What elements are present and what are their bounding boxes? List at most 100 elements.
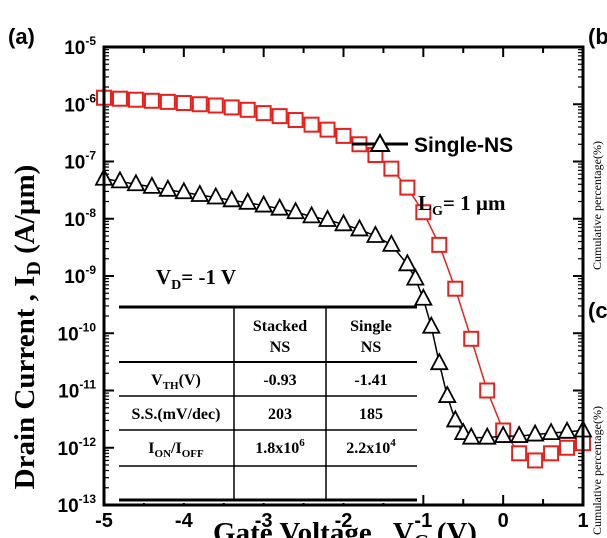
data-point-triangle xyxy=(302,205,322,224)
data-point-square xyxy=(255,105,272,122)
data-series xyxy=(94,89,593,469)
data-point-square xyxy=(111,90,128,107)
x-tick-label: 0 xyxy=(498,510,509,532)
data-point-square xyxy=(127,91,144,108)
lg-annotation: LG= 1 µm xyxy=(418,191,506,219)
y-axis-label-main: Drain Current , I xyxy=(9,276,41,490)
y-axis-label-unit: (A/µm) xyxy=(9,165,41,261)
x-tick-label: 1 xyxy=(577,510,588,532)
legend-triangle-icon xyxy=(369,132,391,152)
data-point-triangle xyxy=(222,189,242,208)
x-tick-label: -3 xyxy=(255,510,273,532)
data-point-triangle xyxy=(142,175,162,194)
data-point-triangle xyxy=(238,191,258,210)
next-panel-letter-b: (b xyxy=(588,24,607,49)
vd-annotation: VD= -1 V xyxy=(156,265,236,293)
data-point-square xyxy=(223,99,240,116)
parameter-table: Stacked NS Single NS VTH(V) -0.93 -1.41 … xyxy=(119,305,417,503)
data-point-square xyxy=(335,127,352,144)
data-point-triangle xyxy=(334,213,353,232)
data-point-triangle xyxy=(318,209,338,227)
table-header-single-2: NS xyxy=(361,339,382,356)
table-header-stacked-2: NS xyxy=(270,339,291,356)
data-point-triangle xyxy=(405,267,425,286)
data-point-triangle xyxy=(525,423,545,442)
x-tick-label: -2 xyxy=(335,510,353,532)
y-tick-label: 10-12 xyxy=(58,435,97,460)
data-point-square xyxy=(287,112,304,129)
data-point-square xyxy=(431,236,448,253)
axis-tick-labels: -5 -4 -3 -2 -1 0 1 10-13 10-12 10-11 10-10 10-9 10-8… xyxy=(58,34,589,532)
table-row-vth-stacked: -0.93 xyxy=(263,372,296,389)
data-point-triangle xyxy=(461,426,481,445)
y-axis-label-sub: D xyxy=(23,261,45,275)
data-point-triangle xyxy=(190,184,210,202)
table-row-ratio-stacked: 1.8x106 xyxy=(255,437,305,457)
data-point-triangle xyxy=(413,287,433,306)
data-point-triangle xyxy=(286,201,306,220)
legend: Single-NS xyxy=(352,132,513,157)
y-tick-label: 10-11 xyxy=(58,378,96,403)
data-point-triangle xyxy=(254,194,274,213)
data-point-triangle xyxy=(557,420,577,439)
data-point-square xyxy=(319,121,336,138)
data-point-square xyxy=(543,445,560,462)
table-row-ss-stacked: 203 xyxy=(268,406,292,423)
y-tick-label: 10-13 xyxy=(58,492,97,517)
data-point-square xyxy=(447,280,464,297)
y-axis-label: Drain Current , ID (A/µm) xyxy=(9,165,45,490)
data-point-triangle xyxy=(158,178,178,197)
data-point-square xyxy=(271,108,288,125)
table-header-single-1: Single xyxy=(350,318,392,335)
data-point-triangle xyxy=(206,186,226,205)
y-tick-label: 10-10 xyxy=(58,320,97,345)
x-tick-label: -4 xyxy=(175,510,194,532)
data-point-square xyxy=(415,204,432,221)
table-row-ss-single: 185 xyxy=(359,406,383,423)
table-row-vth-single: -1.41 xyxy=(354,372,387,389)
data-point-triangle xyxy=(126,173,146,192)
plot-frame xyxy=(102,45,585,507)
data-point-triangle xyxy=(429,352,449,371)
data-point-square xyxy=(511,445,528,462)
data-point-triangle xyxy=(349,218,369,237)
y-tick-label: 10-9 xyxy=(64,263,96,288)
data-point-square xyxy=(239,101,256,118)
data-point-square xyxy=(207,97,224,114)
data-point-triangle xyxy=(421,315,441,334)
data-point-square xyxy=(191,96,208,113)
x-tick-label: -1 xyxy=(414,510,432,532)
table-header-stacked-1: Stacked xyxy=(253,318,307,335)
x-axis-label: Gate Voltage , VG (V) xyxy=(213,517,477,538)
panel-label: (a) xyxy=(8,24,35,49)
data-point-triangle xyxy=(381,233,401,252)
data-point-triangle xyxy=(437,385,457,403)
data-point-square xyxy=(303,116,320,133)
y-tick-label: 10-6 xyxy=(64,91,96,116)
data-point-triangle xyxy=(445,409,465,428)
data-point-square xyxy=(175,95,192,112)
data-point-square xyxy=(463,330,480,347)
data-point-triangle xyxy=(270,197,290,216)
next-panel-ylabel-top: Cumulative percentage(%) xyxy=(590,141,604,270)
data-point-triangle xyxy=(509,425,529,443)
data-point-triangle xyxy=(365,225,385,243)
next-panel-letter-c: (c xyxy=(588,298,607,323)
table-row-ratio-single: 2.2x104 xyxy=(346,437,396,457)
y-tick-label: 10-8 xyxy=(64,206,96,231)
data-point-triangle xyxy=(493,425,513,443)
y-tick-label: 10-5 xyxy=(64,34,96,59)
table-row-ss-label: S.S.(mV/dec) xyxy=(132,406,221,423)
table-row-ratio-label: ION/IOFF xyxy=(148,440,204,460)
data-point-square xyxy=(159,93,176,110)
data-point-triangle xyxy=(174,181,194,200)
data-point-square xyxy=(383,160,400,177)
table-row-vth-label: VTH(V) xyxy=(151,372,201,392)
data-point-square xyxy=(143,92,160,109)
data-point-triangle xyxy=(477,426,497,445)
data-point-triangle xyxy=(397,253,417,272)
data-point-square xyxy=(559,439,576,456)
data-point-square xyxy=(527,452,544,469)
data-point-triangle xyxy=(110,170,130,189)
